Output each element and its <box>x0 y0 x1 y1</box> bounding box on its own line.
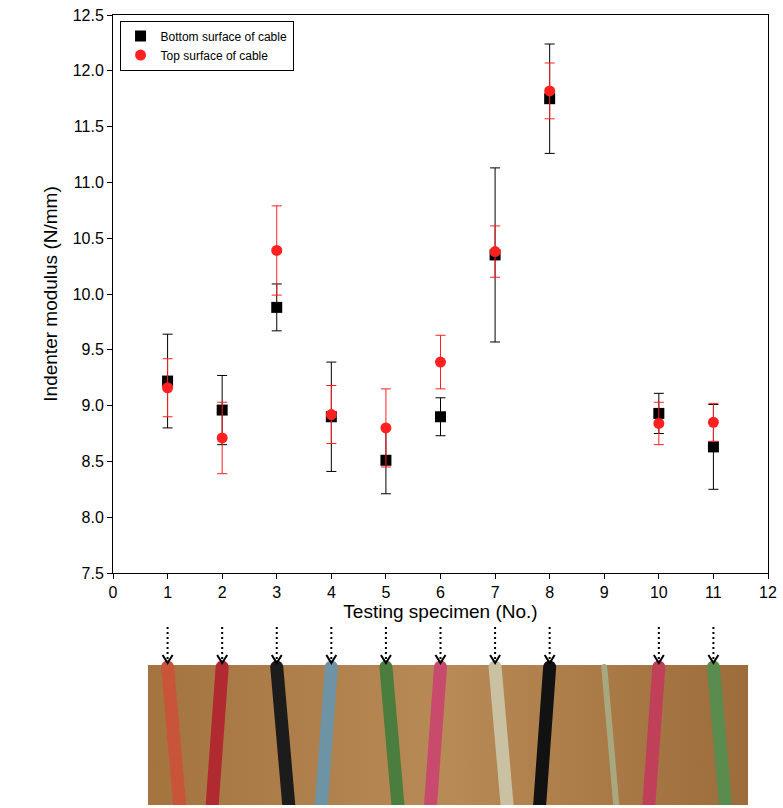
svg-text:12: 12 <box>759 584 777 601</box>
svg-text:0: 0 <box>109 584 118 601</box>
svg-text:12.0: 12.0 <box>73 62 104 79</box>
svg-text:Bottom surface of cable: Bottom surface of cable <box>161 30 287 44</box>
svg-text:9: 9 <box>600 584 609 601</box>
svg-text:9.5: 9.5 <box>82 341 104 358</box>
svg-text:8.5: 8.5 <box>82 453 104 470</box>
svg-text:6: 6 <box>436 584 445 601</box>
svg-text:7.5: 7.5 <box>82 565 104 582</box>
svg-text:Testing specimen (No.): Testing specimen (No.) <box>343 601 537 622</box>
svg-text:8.0: 8.0 <box>82 509 104 526</box>
svg-text:10: 10 <box>650 584 668 601</box>
svg-text:11: 11 <box>705 584 722 601</box>
svg-text:11.5: 11.5 <box>74 118 104 135</box>
svg-text:3: 3 <box>272 584 281 601</box>
svg-text:10.0: 10.0 <box>73 286 104 303</box>
svg-text:11.0: 11.0 <box>74 174 104 191</box>
svg-text:Top surface of cable: Top surface of cable <box>161 49 269 63</box>
svg-text:4: 4 <box>327 584 336 601</box>
svg-text:8: 8 <box>545 584 554 601</box>
svg-text:2: 2 <box>218 584 227 601</box>
svg-text:5: 5 <box>381 584 390 601</box>
svg-text:10.5: 10.5 <box>73 230 104 247</box>
svg-text:1: 1 <box>163 584 172 601</box>
svg-text:Indenter modulus (N/mm): Indenter modulus (N/mm) <box>40 186 61 401</box>
svg-text:12.5: 12.5 <box>73 7 104 24</box>
svg-text:9.0: 9.0 <box>82 397 104 414</box>
svg-text:7: 7 <box>491 584 500 601</box>
